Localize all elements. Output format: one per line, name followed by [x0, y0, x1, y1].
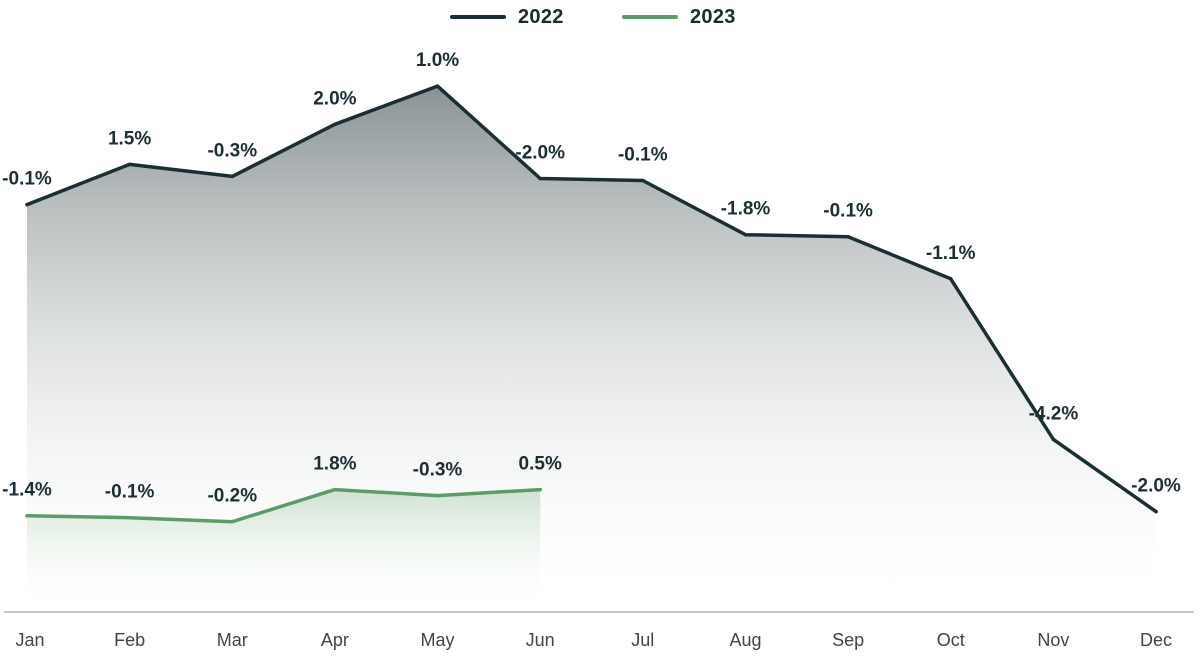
data-label-2022-oct: -1.1% — [926, 243, 976, 264]
x-tick-sep: Sep — [832, 630, 864, 650]
legend: 2022 2023 — [0, 0, 1200, 34]
x-tick-oct: Oct — [937, 630, 965, 650]
data-label-2022-mar: -0.3% — [207, 140, 257, 161]
data-label-2023-feb: -0.1% — [105, 482, 155, 503]
data-label-2022-dec: -2.0% — [1131, 476, 1181, 497]
series-line-2023 — [25, 487, 542, 524]
x-axis-tick-labels: Jan Feb Mar Apr May Jun Jul Aug Sep Oct Nov Dec — [15, 630, 1172, 650]
x-tick-mar: Mar — [217, 630, 248, 650]
data-point-2022-nov[interactable] — [1051, 437, 1056, 442]
data-label-2022-nov: -4.2% — [1029, 403, 1079, 424]
x-tick-jan: Jan — [15, 630, 44, 650]
legend-item-2023[interactable]: 2023 — [622, 4, 736, 30]
data-point-2023-mar[interactable] — [230, 519, 235, 524]
data-label-2022-jan: -0.1% — [2, 169, 52, 190]
data-label-2022-sep: -0.1% — [823, 201, 873, 222]
data-label-2023-jan: -1.4% — [2, 480, 52, 501]
data-point-2022-dec[interactable] — [1154, 509, 1158, 514]
data-label-2022-jun: -2.0% — [515, 143, 565, 164]
legend-swatch-2022 — [450, 15, 506, 19]
area-fill-2022 — [27, 86, 1156, 613]
data-point-2023-jun[interactable] — [538, 487, 542, 492]
x-tick-nov: Nov — [1037, 630, 1069, 650]
data-point-2023-feb[interactable] — [127, 515, 132, 520]
x-tick-jul: Jul — [631, 630, 654, 650]
x-tick-aug: Aug — [729, 630, 761, 650]
data-point-2022-aug[interactable] — [743, 232, 748, 237]
data-point-2022-sep[interactable] — [846, 234, 850, 239]
data-point-2022-mar[interactable] — [230, 174, 235, 179]
series-line-2022 — [25, 84, 1158, 514]
data-label-2023-may: -0.3% — [413, 460, 463, 481]
data-point-2022-jan[interactable] — [25, 202, 29, 207]
series-lines — [25, 84, 1158, 524]
data-label-2022-may: 1.0% — [416, 50, 459, 71]
x-tick-jun: Jun — [526, 630, 555, 650]
data-point-2022-jun[interactable] — [538, 176, 542, 181]
data-point-2022-apr[interactable] — [333, 122, 337, 127]
data-label-2022-apr: 2.0% — [313, 88, 356, 109]
data-point-2022-oct[interactable] — [948, 277, 953, 281]
x-tick-apr: Apr — [321, 630, 349, 650]
data-points — [25, 84, 1158, 524]
data-point-2022-may[interactable] — [435, 84, 440, 88]
data-label-2022-jul: -0.1% — [618, 145, 668, 166]
x-tick-feb: Feb — [114, 630, 145, 650]
x-tick-may: May — [420, 630, 454, 650]
data-labels: -0.1% 1.5% -0.3% 2.0% 1.0% -2.0% -0.1% -1.8% -0.… — [2, 50, 1181, 507]
legend-item-2022[interactable]: 2022 — [450, 4, 564, 30]
legend-label-2022: 2022 — [518, 5, 564, 28]
data-label-2023-mar: -0.2% — [207, 486, 257, 507]
legend-label-2023: 2023 — [690, 5, 736, 28]
legend-swatch-2023 — [622, 15, 678, 19]
data-point-2023-may[interactable] — [435, 493, 440, 498]
data-point-2022-feb[interactable] — [127, 162, 132, 167]
data-label-2023-apr: 1.8% — [313, 454, 356, 475]
data-label-2022-feb: 1.5% — [108, 128, 151, 149]
area-fills — [27, 86, 1156, 613]
data-point-2023-jan[interactable] — [25, 513, 29, 518]
data-point-2022-jul[interactable] — [641, 178, 645, 183]
x-tick-dec: Dec — [1140, 630, 1172, 650]
data-point-2023-apr[interactable] — [333, 487, 337, 492]
data-label-2023-jun: 0.5% — [519, 454, 562, 475]
data-label-2022-aug: -1.8% — [721, 199, 771, 220]
